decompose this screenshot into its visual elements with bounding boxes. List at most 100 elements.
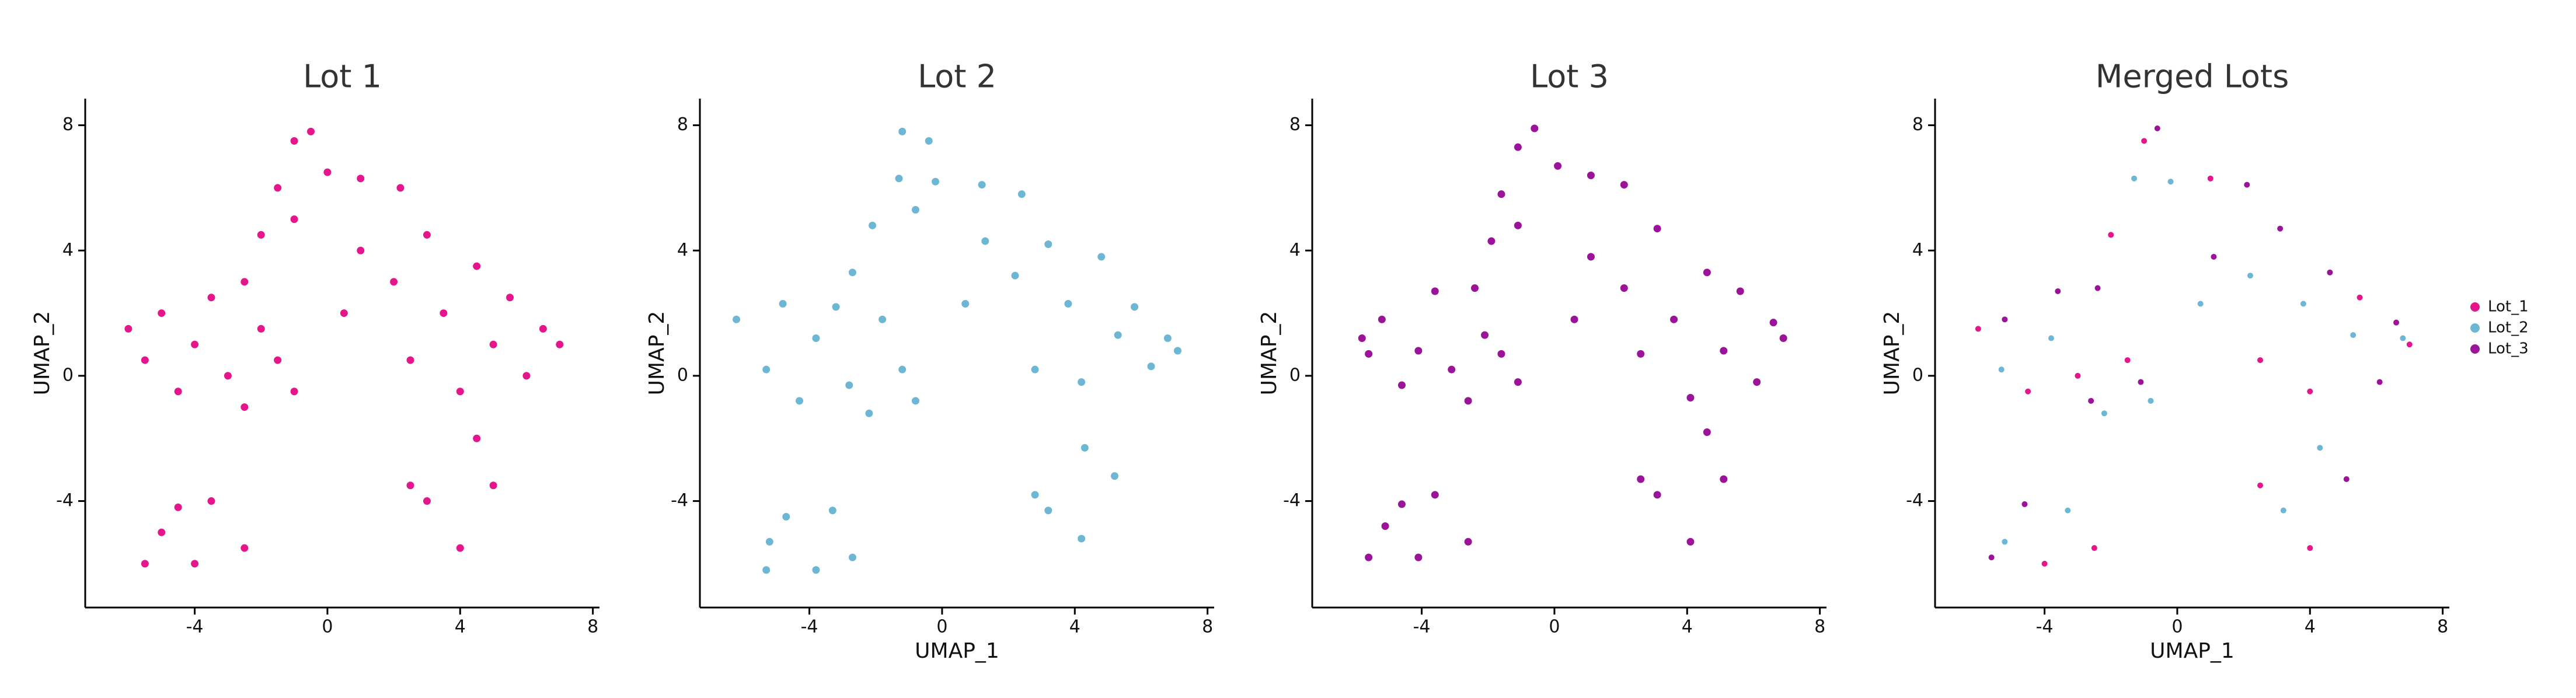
point [1397,500,1406,508]
point [2088,397,2094,404]
point [1753,378,1761,386]
point [1988,554,1995,561]
point [2244,182,2250,188]
point [1653,225,1661,233]
point [257,324,265,333]
y-tick-label: -4 [1906,490,1923,511]
point [1431,491,1439,499]
point [1381,522,1389,530]
point [141,356,149,364]
point [1975,326,1981,332]
point [2317,445,2323,451]
point [2002,539,2008,545]
point [1080,444,1089,452]
point [1064,299,1072,308]
point [390,278,398,286]
point [1031,491,1039,499]
x-tick-label: -4 [186,617,204,637]
point [932,177,940,186]
point [879,315,887,323]
x-tick-label: 8 [1814,617,1825,637]
point [796,397,804,405]
point [522,372,531,380]
point [1497,350,1505,358]
point [224,372,232,380]
point [158,309,166,317]
point [765,538,773,546]
x-tick-label: 8 [1202,617,1213,637]
point [2211,253,2217,260]
y-tick-label: 8 [1912,114,1923,135]
point [1114,331,1122,339]
point [2124,357,2131,364]
point [1397,381,1406,389]
point [396,184,405,192]
point [762,365,771,374]
point [2393,319,2400,326]
point [1044,240,1052,249]
point [290,215,298,224]
x-tick-label: 0 [2171,617,2183,637]
point [406,481,414,490]
x-tick-label: 4 [1682,617,1693,637]
point [2094,285,2101,291]
point [357,175,365,183]
point [1587,171,1595,179]
point [2154,125,2160,131]
legend-swatch [2470,323,2480,333]
point [2257,482,2264,488]
point [1637,350,1645,358]
point [1110,472,1118,480]
x-axis-label: UMAP_1 [2150,639,2235,663]
point [1998,367,2005,373]
point [2257,357,2264,364]
point [240,403,249,411]
point [2048,335,2054,341]
point [290,137,298,145]
point [1497,190,1505,198]
point [357,246,365,254]
point [1570,315,1578,323]
point [2167,179,2174,185]
point [1514,143,1522,151]
point [274,356,282,364]
point [1736,287,1744,295]
point [556,340,564,348]
point [2021,501,2028,507]
point [1044,507,1052,515]
x-axis-label: UMAP_1 [915,639,999,663]
point [1464,397,1472,405]
point [1481,331,1489,339]
point [779,299,787,308]
point [1097,253,1106,261]
point [1078,378,1086,386]
point [2400,335,2406,341]
chart-title: Lot 1 [303,58,382,95]
x-tick-label: 8 [587,617,598,637]
point [2376,379,2383,385]
y-tick-label: 4 [677,240,688,260]
point [925,137,933,145]
x-tick-label: 4 [1069,617,1080,637]
y-tick-label: 0 [1912,365,1923,385]
point [1017,190,1026,198]
y-axis-label: UMAP_2 [1257,311,1281,396]
point [1686,393,1695,402]
point [1703,268,1711,277]
point [1769,319,1777,327]
point [1365,350,1373,358]
point [2141,138,2148,144]
point [489,481,497,490]
point [1487,237,1496,245]
point [1464,538,1472,546]
x-tick-label: -4 [1413,617,1431,637]
point [2343,476,2350,482]
point [1163,334,1172,343]
point [2101,410,2107,417]
point [307,127,315,135]
point [2075,372,2081,379]
point [1554,162,1562,170]
chart-title: Lot 3 [1530,58,1609,95]
y-axis-label: UMAP_2 [645,311,669,396]
point [174,388,182,396]
